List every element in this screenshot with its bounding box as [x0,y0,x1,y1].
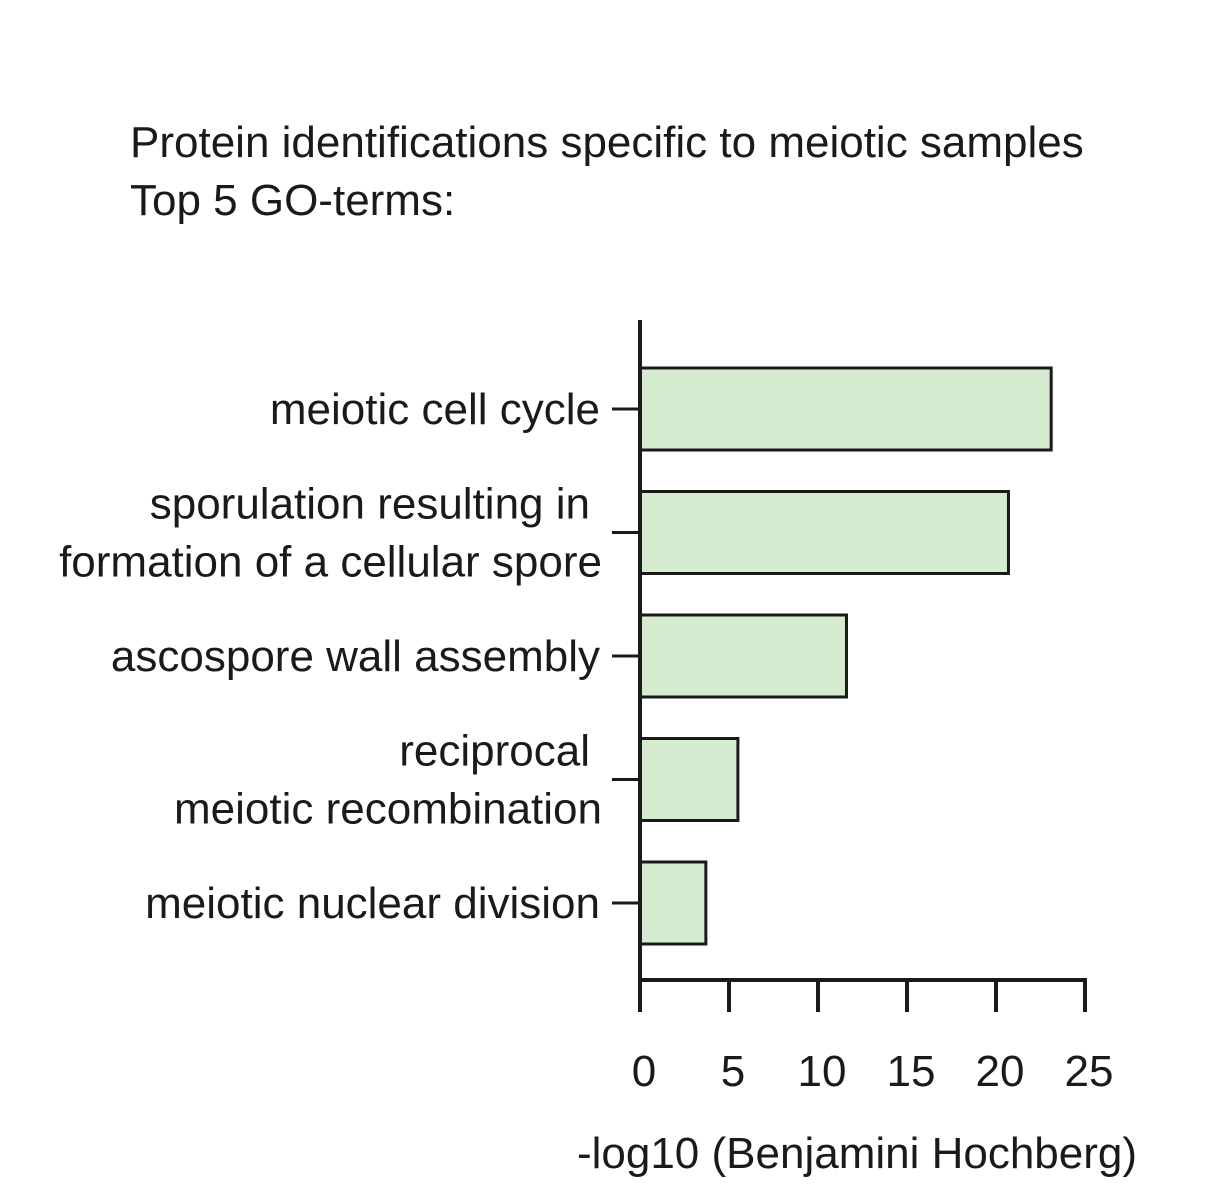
x-tick-label-10: 10 [798,1047,847,1096]
x-axis-label: -log10 (Benjamini Hochberg) [577,1129,1137,1178]
bar-3 [638,613,848,699]
x-tick-label-25: 25 [1065,1047,1114,1096]
bar-4 [638,737,740,822]
chart-title-line-1: Protein identifications specific to meio… [130,118,1084,167]
x-tick-label-0: 0 [632,1047,656,1096]
category-label-4-line-1: reciprocal [399,727,590,776]
category-label-5: meiotic nuclear division [145,879,600,928]
category-label-1: meiotic cell cycle [270,385,600,434]
x-tick-label-15: 15 [887,1047,936,1096]
bar-1 [638,366,1053,452]
bars-group [638,366,1053,946]
axes-group [612,320,1087,1012]
category-label-2-line-1: sporulation resulting in [150,480,590,529]
category-label-4-line-2: meiotic recombination [174,785,602,834]
x-tick-label-5: 5 [721,1047,745,1096]
x-tick-labels-group: 0 5 10 15 20 25 [632,1047,1114,1096]
category-label-3: ascospore wall assembly [111,632,600,681]
category-label-2-line-2: formation of a cellular spore [59,538,602,587]
bar-5 [638,860,708,946]
chart-title-line-2: Top 5 GO-terms: [130,176,455,225]
x-tick-label-20: 20 [976,1047,1025,1096]
category-labels-group: meiotic cell cycle sporulation resulting … [59,385,602,928]
bar-2 [638,490,1010,575]
